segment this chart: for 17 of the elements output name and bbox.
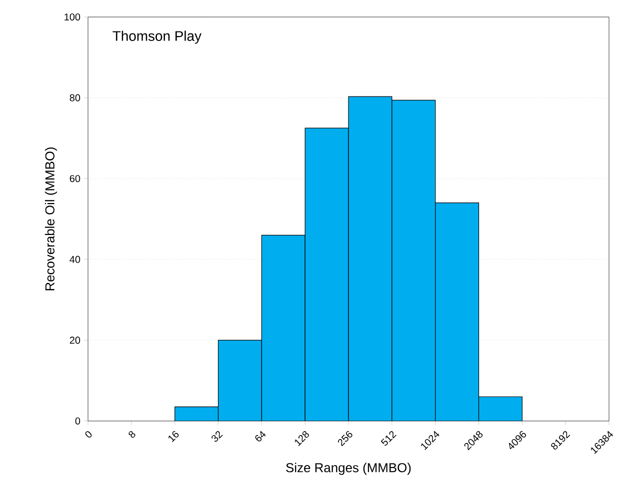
x-tick-label: 8 (128, 431, 136, 438)
y-tick-label: 40 (70, 256, 80, 263)
x-tick-label: 512 (380, 431, 396, 446)
x-tick-label: 256 (338, 431, 352, 446)
x-tick-label: 16 (168, 431, 179, 442)
x-tick-label: 32 (212, 431, 223, 442)
y-tick-label: 60 (70, 175, 80, 182)
x-tick-label: 0 (85, 431, 92, 438)
y-tick-label: 20 (70, 336, 80, 344)
y-tick-label: 100 (64, 13, 80, 21)
y-axis-title: Recoverable Oil (MMBO) (44, 147, 58, 290)
x-axis-title: Size Ranges (MMBO) (286, 462, 411, 475)
y-tick-label: 80 (70, 94, 80, 102)
text: Thomson Play (112, 30, 202, 44)
y-tick-label: 0 (75, 417, 80, 425)
x-tick-label: 64 (255, 430, 266, 442)
x-tick-label: 128 (294, 431, 309, 446)
